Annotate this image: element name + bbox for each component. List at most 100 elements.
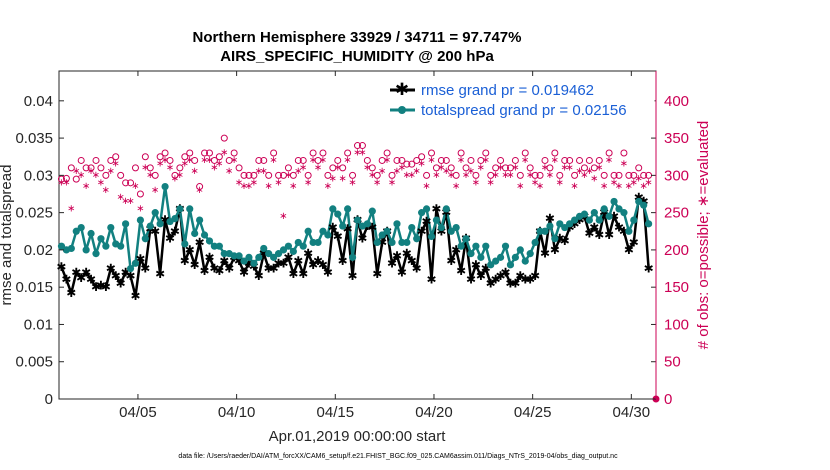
obs-possible-point xyxy=(467,156,475,164)
rmse-point: ✱ xyxy=(441,206,451,220)
obs-possible-point xyxy=(181,153,189,161)
totalspread-point xyxy=(67,244,75,253)
totalspread-point xyxy=(136,216,145,224)
obs-evaluated-point: ∗ xyxy=(585,166,593,177)
obs-evaluated-point: ∗ xyxy=(610,177,618,188)
totalspread-point xyxy=(615,205,623,213)
obs-evaluated-point: ∗ xyxy=(200,155,208,166)
obs-possible-point xyxy=(220,134,228,142)
obs-evaluated-point: ∗ xyxy=(314,162,322,173)
rmse-point: ✱ xyxy=(436,224,446,238)
rmse-point: ✱ xyxy=(274,256,284,270)
rmse-point: ✱ xyxy=(614,221,624,235)
obs-evaluated-point: ∗ xyxy=(92,170,100,181)
y-right-tick-label: 0 xyxy=(664,391,672,408)
y-right-tick-label: 50 xyxy=(664,354,681,371)
obs-possible-point xyxy=(136,190,144,198)
obs-possible-point xyxy=(590,164,598,172)
y-right-tick-label: 200 xyxy=(664,242,689,259)
obs-possible-point xyxy=(235,164,243,172)
obs-possible-point xyxy=(571,171,579,179)
obs-possible-point xyxy=(319,149,327,157)
rmse-point: ✱ xyxy=(313,254,323,268)
obs-evaluated-point: ∗ xyxy=(186,155,194,166)
rmse-point: ✱ xyxy=(180,254,190,268)
rmse-point: ✱ xyxy=(570,217,580,231)
totalspread-point xyxy=(265,250,273,258)
rmse-point: ✱ xyxy=(195,235,205,249)
obs-possible-point xyxy=(250,171,258,179)
obs-possible-point xyxy=(502,164,510,172)
obs-possible-point xyxy=(191,156,199,164)
obs-possible-point xyxy=(432,164,440,172)
totalspread-point xyxy=(314,238,322,247)
obs-evaluated-point: ∗ xyxy=(107,166,115,177)
obs-evaluated-point: ∗ xyxy=(235,177,243,188)
totalspread-point xyxy=(215,242,223,250)
rmse-point: ✱ xyxy=(634,191,644,205)
obs-possible-point xyxy=(77,156,85,164)
totalspread-point xyxy=(122,220,130,228)
obs-evaluated-point: ∗ xyxy=(136,203,144,214)
rmse-point: ✱ xyxy=(155,267,165,281)
totalspread-point xyxy=(230,252,238,260)
totalspread-point xyxy=(492,257,500,265)
obs-evaluated-point: ∗ xyxy=(526,170,534,181)
y-right-tick-label: 300 xyxy=(664,167,689,184)
obs-evaluated-point: ∗ xyxy=(595,162,603,173)
obs-possible-point xyxy=(344,149,352,157)
obs-evaluated-point: ∗ xyxy=(373,177,381,188)
obs-possible-point xyxy=(531,171,539,179)
obs-evaluated-point: ∗ xyxy=(339,174,347,185)
totalspread-point xyxy=(245,253,253,261)
obs-evaluated-point: ∗ xyxy=(496,162,504,173)
totalspread-point xyxy=(536,227,544,235)
obs-evaluated-point: ∗ xyxy=(309,155,317,166)
series-lines-layer: ✱✱✱✱✱✱✱✱✱✱✱✱✱✱✱✱✱✱✱✱✱✱✱✱✱✱✱✱✱✱✱✱✱✱✱✱✱✱✱✱… xyxy=(56,182,654,303)
obs-possible-point xyxy=(487,171,495,179)
totalspread-point xyxy=(585,216,593,224)
legend-box xyxy=(387,79,655,121)
x-tick-label: 04/30 xyxy=(613,404,651,421)
obs-possible-point xyxy=(536,171,544,179)
obs-possible-point xyxy=(625,171,633,179)
rmse-point: ✱ xyxy=(298,267,308,281)
totalspread-point xyxy=(373,238,381,247)
rmse-point: ✱ xyxy=(91,280,101,294)
y-tick-label: 0.035 xyxy=(15,130,53,147)
totalspread-point xyxy=(418,209,426,217)
legend-rmse-marker: ✱ xyxy=(395,80,409,100)
obs-possible-point xyxy=(186,149,194,157)
legend: ✱ rmse grand pr = 0.019462 totalspread g… xyxy=(387,79,655,121)
totalspread-point xyxy=(605,212,613,220)
obs-possible-point xyxy=(245,171,253,179)
x-tick-label: 04/20 xyxy=(415,404,453,421)
rmse-point: ✱ xyxy=(545,212,555,226)
rmse-point: ✱ xyxy=(318,258,328,272)
totalspread-point xyxy=(442,205,450,213)
rmse-point: ✱ xyxy=(204,250,214,264)
obs-evaluated-point: ∗ xyxy=(590,174,598,185)
y-tick-label: 0.04 xyxy=(24,93,53,110)
totalspread-point xyxy=(452,223,460,232)
rmse-point: ✱ xyxy=(486,276,496,290)
obs-evaluated-point: ∗ xyxy=(417,159,425,170)
obs-possible-point xyxy=(511,156,519,164)
obs-evaluated-point: ∗ xyxy=(299,162,307,173)
legend-totalspread-marker xyxy=(398,106,406,114)
obs-evaluated-point: ∗ xyxy=(600,181,608,192)
rmse-point: ✱ xyxy=(367,221,377,235)
totalspread-point xyxy=(107,223,115,232)
obs-possible-point xyxy=(97,164,105,172)
rmse-point: ✱ xyxy=(639,194,649,208)
rmse-point: ✱ xyxy=(165,232,175,246)
totalspread-point xyxy=(393,220,401,228)
obs-evaluated-point: ∗ xyxy=(348,177,356,188)
obs-evaluated-point: ∗ xyxy=(521,155,529,166)
totalspread-point xyxy=(408,223,416,232)
obs-possible-point xyxy=(255,156,263,164)
obs-possible-point xyxy=(482,149,490,157)
totalspread-point xyxy=(299,242,307,250)
rmse-point: ✱ xyxy=(71,265,81,279)
obs-possible-point xyxy=(240,171,248,179)
